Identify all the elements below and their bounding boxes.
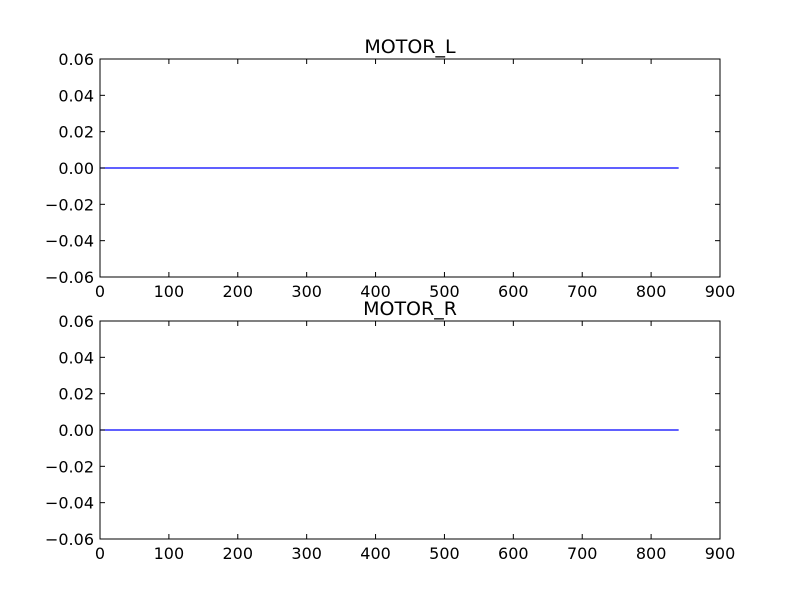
- x-tick-label: 400: [360, 282, 391, 301]
- x-tick-label: 800: [636, 544, 667, 563]
- y-tick-label: 0.06: [58, 312, 94, 331]
- y-tick-label: −0.02: [45, 195, 94, 214]
- subplot-motor-l: MOTOR_L 0 100 200 300 400 500 600 700 800 900 0.06…: [45, 36, 735, 301]
- chart-title: MOTOR_L: [364, 36, 456, 58]
- x-tick-label: 900: [705, 544, 736, 563]
- y-tick-label: −0.02: [45, 457, 94, 476]
- chart-title: MOTOR_R: [363, 298, 457, 320]
- y-tick-label: 0.04: [58, 348, 94, 367]
- y-tick-label: −0.06: [45, 268, 94, 287]
- y-tick-label: 0.06: [58, 50, 94, 69]
- y-tick-label: 0.04: [58, 86, 94, 105]
- x-tick-label: 100: [154, 544, 185, 563]
- y-tick-label: −0.06: [45, 530, 94, 549]
- x-tick-label: 600: [498, 282, 529, 301]
- x-tick-label: 300: [291, 282, 322, 301]
- x-tick-label: 0: [95, 282, 105, 301]
- y-tick-label: 0.02: [58, 385, 94, 404]
- x-tick-label: 400: [360, 544, 391, 563]
- tick-layer: 0 100 200 300 400 500 600 700 800 900 0.06 0.04 0.02…: [45, 312, 735, 563]
- x-tick-label: 500: [429, 544, 460, 563]
- y-tick-label: 0.00: [58, 159, 94, 178]
- x-tick-label: 800: [636, 282, 667, 301]
- x-tick-label: 500: [429, 282, 460, 301]
- y-tick-label: −0.04: [45, 232, 94, 251]
- x-tick-label: 0: [95, 544, 105, 563]
- y-tick-label: −0.04: [45, 494, 94, 513]
- subplot-motor-r: MOTOR_R 0 100 200 300 400 500 600 700 800 900 0.06…: [45, 298, 735, 563]
- x-tick-label: 700: [567, 282, 598, 301]
- x-tick-label: 900: [705, 282, 736, 301]
- x-tick-label: 200: [223, 544, 254, 563]
- x-tick-label: 100: [154, 282, 185, 301]
- y-tick-label: 0.02: [58, 123, 94, 142]
- x-tick-label: 700: [567, 544, 598, 563]
- tick-layer: 0 100 200 300 400 500 600 700 800 900 0.06 0.04 0.02…: [45, 50, 735, 301]
- x-tick-label: 200: [223, 282, 254, 301]
- x-tick-label: 300: [291, 544, 322, 563]
- y-tick-label: 0.00: [58, 421, 94, 440]
- x-tick-label: 600: [498, 544, 529, 563]
